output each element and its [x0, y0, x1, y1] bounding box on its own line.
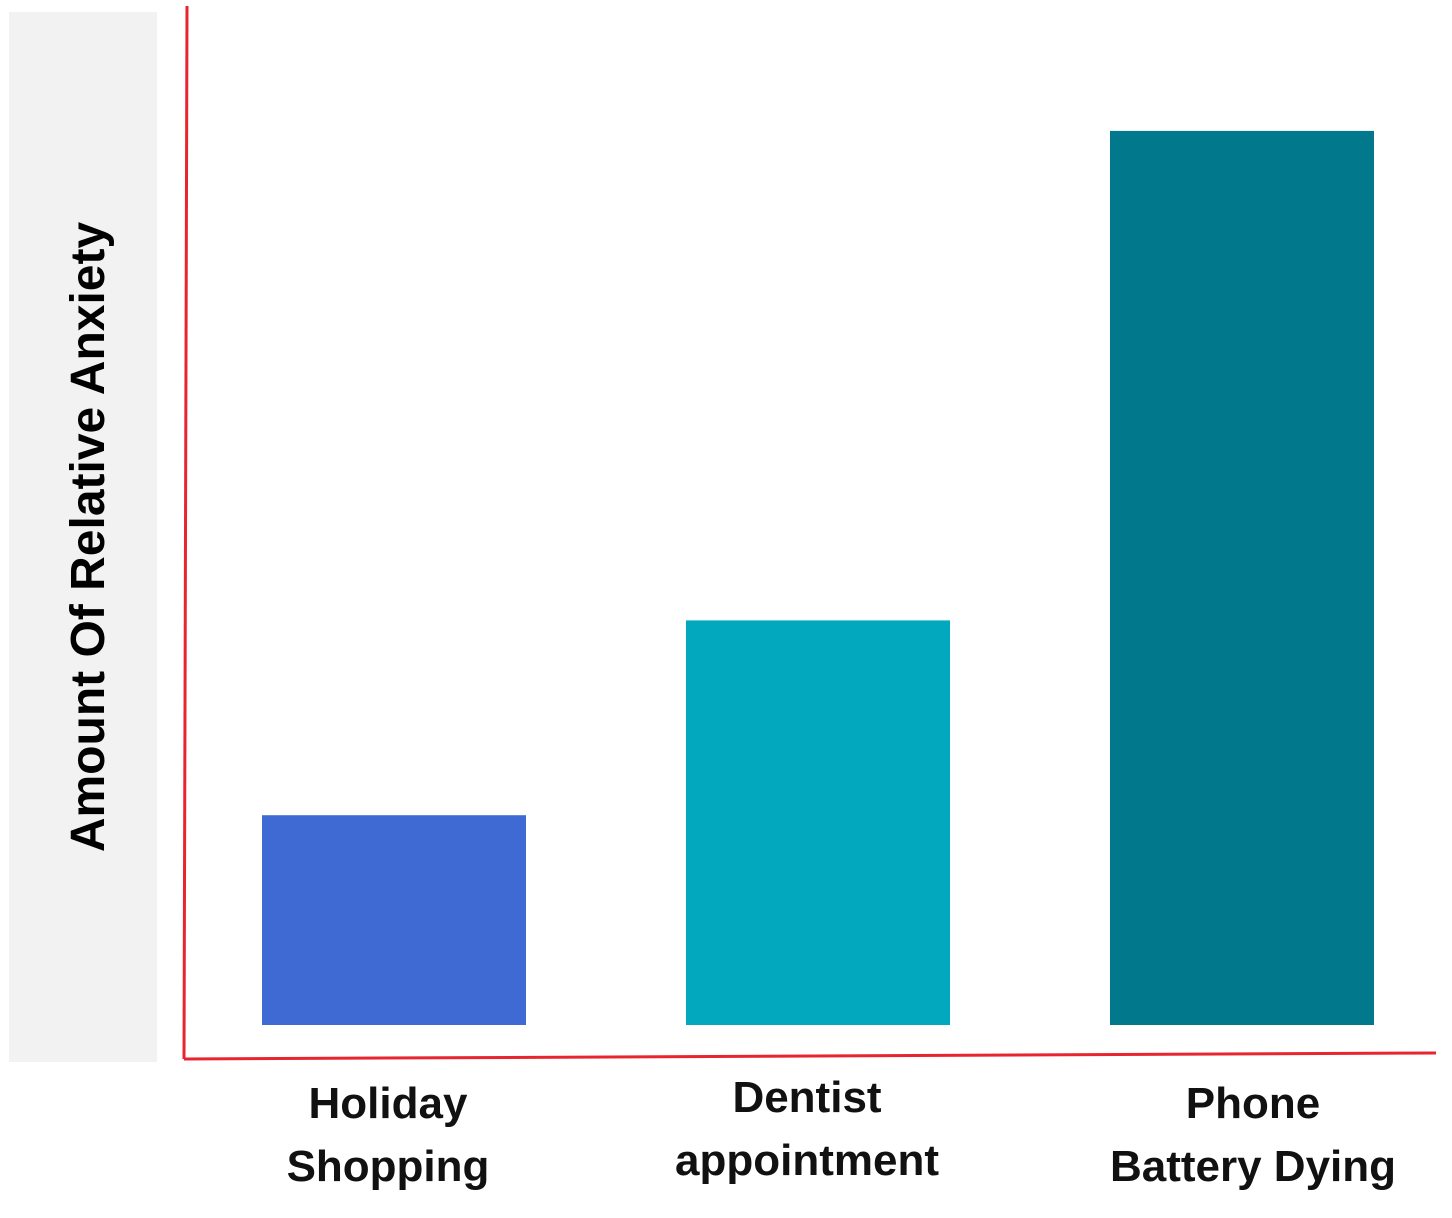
x-tick-labels-group: Holiday Shopping Dentist appointment Phone Ba… — [287, 1073, 1396, 1191]
x-tick-label-3: Phone Battery Dying — [1110, 1079, 1396, 1191]
x-tick-label-2: Dentist appointment — [675, 1073, 939, 1185]
x-tick-label-line: Battery Dying — [1110, 1142, 1396, 1191]
bar-3 — [1110, 130, 1374, 1025]
bar-1 — [262, 815, 526, 1025]
y-axis-label: Amount Of Relative Anxiety — [62, 222, 115, 853]
x-tick-label-1: Holiday Shopping — [287, 1079, 490, 1191]
x-tick-label-line: Phone — [1186, 1079, 1320, 1128]
x-tick-label-line: Shopping — [287, 1142, 490, 1191]
bar-2 — [686, 620, 950, 1025]
x-tick-label-line: Holiday — [309, 1079, 468, 1128]
x-tick-label-line: Dentist — [732, 1073, 881, 1122]
y-axis-line — [182, 5, 189, 1060]
bars-group — [262, 130, 1374, 1025]
ylabel-band — [9, 12, 157, 1062]
x-tick-label-line: appointment — [675, 1136, 939, 1185]
x-axis-line — [183, 1051, 1437, 1061]
